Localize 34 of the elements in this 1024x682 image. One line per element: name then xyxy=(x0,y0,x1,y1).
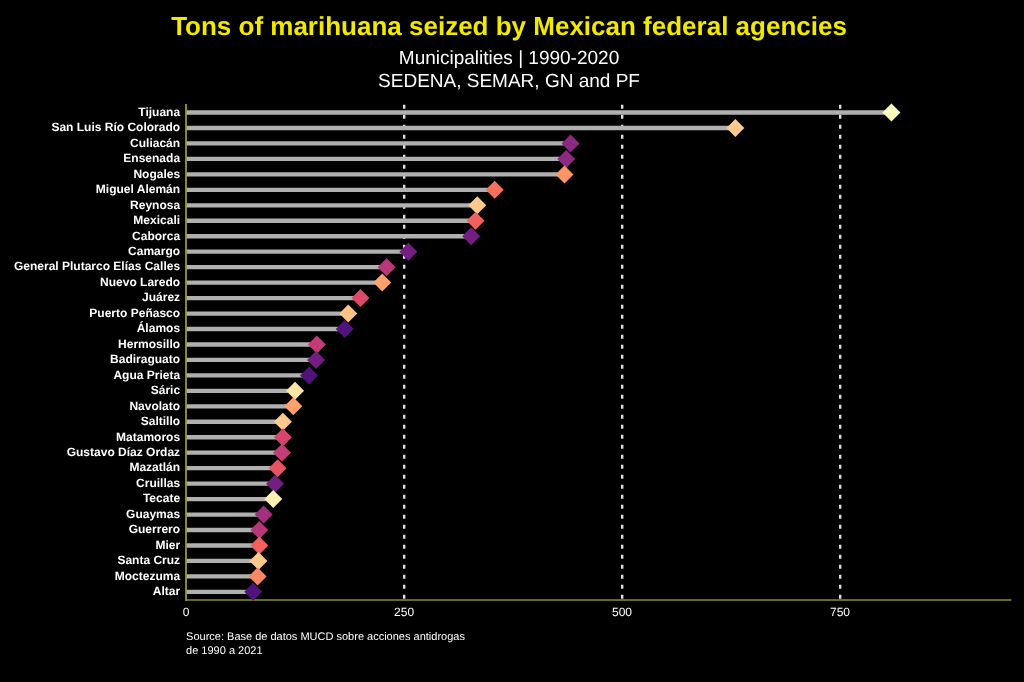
point xyxy=(399,242,418,261)
point xyxy=(284,397,303,416)
point xyxy=(254,505,273,524)
point xyxy=(351,289,370,308)
point xyxy=(268,459,287,478)
point xyxy=(286,381,305,400)
point xyxy=(273,428,292,447)
point xyxy=(307,335,326,354)
point xyxy=(882,103,901,122)
point xyxy=(462,227,481,246)
point xyxy=(306,350,325,369)
point xyxy=(557,149,576,168)
point xyxy=(250,536,269,555)
point xyxy=(248,567,267,586)
point xyxy=(264,490,283,509)
point xyxy=(272,443,291,462)
point xyxy=(249,551,268,570)
point xyxy=(266,474,285,493)
chart-title: Tons of marihuana seized by Mexican federal agencies xyxy=(171,10,847,41)
chart-subtitle: Municipalities | 1990-2020 SEDENA, SEMAR, GN and PF xyxy=(378,47,641,93)
point xyxy=(300,366,319,385)
point xyxy=(244,582,263,601)
point xyxy=(726,118,745,137)
point xyxy=(377,258,396,277)
point xyxy=(468,196,487,215)
point xyxy=(485,180,504,199)
point xyxy=(273,412,292,431)
point xyxy=(250,521,269,540)
point xyxy=(555,165,574,184)
point xyxy=(373,273,392,292)
point xyxy=(339,304,358,323)
point xyxy=(561,134,580,153)
point xyxy=(335,320,354,339)
point xyxy=(466,211,485,230)
